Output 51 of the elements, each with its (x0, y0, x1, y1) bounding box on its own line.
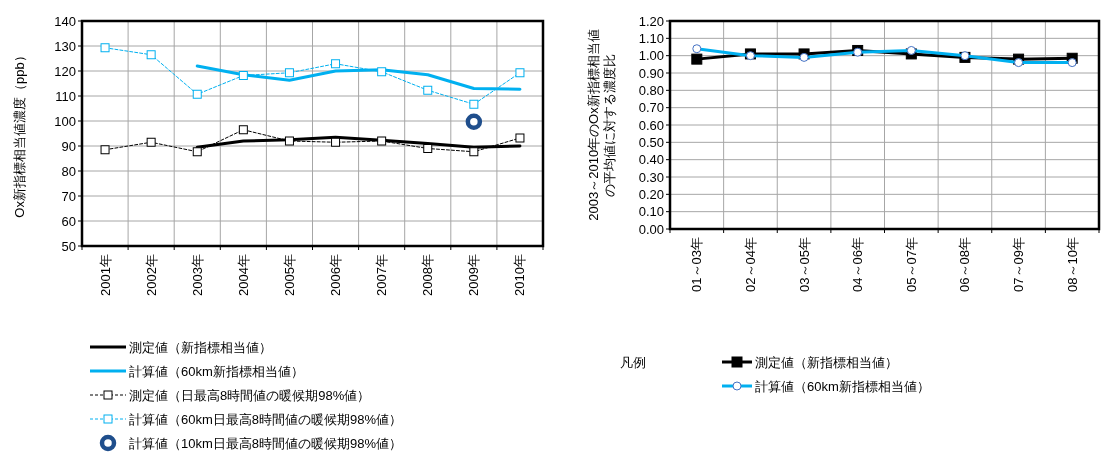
y-tick-label: 80 (61, 163, 76, 179)
legend-label: 計算値（10km日最高8時間値の暖候期98%値） (129, 436, 403, 451)
x-tick-label: 2006年 (328, 254, 344, 296)
y-axis-title: Ox新指標相当値濃度（ppb） (12, 49, 27, 218)
legend-label: 計算値（60km日最高8時間値の暖候期98%値） (129, 412, 403, 427)
legend-label: 計算値（60km新指標相当値） (129, 364, 304, 379)
y-tick-label: 0.90 (638, 65, 664, 81)
y-tick-label: 1.10 (638, 30, 664, 46)
y-tick-label: 1.00 (638, 48, 664, 64)
x-tick-label: 2009年 (466, 254, 482, 296)
x-tick-label: 2005年 (281, 254, 297, 296)
y-tick-label: 0.20 (638, 186, 664, 202)
x-tick-label: 07～09年 (1011, 237, 1027, 292)
x-tick-label: 02～04年 (742, 237, 758, 292)
y-tick-label: 0.40 (638, 152, 664, 168)
legend-title: 凡例 (620, 355, 646, 370)
x-tick-label: 2008年 (420, 254, 436, 296)
y-tick-label: 120 (54, 63, 76, 79)
y-tick-label: 0.60 (638, 117, 664, 133)
y-tick-label: 0.50 (638, 134, 664, 150)
x-tick-label: 2003年 (189, 254, 205, 296)
y-tick-label: 0.70 (638, 100, 664, 116)
x-tick-label: 01～03年 (689, 237, 705, 292)
y-tick-label: 60 (61, 213, 76, 229)
y-tick-label: 0.10 (638, 204, 664, 220)
x-tick-label: 2002年 (143, 254, 159, 296)
y-tick-label: 0.80 (638, 82, 664, 98)
y-tick-label: 130 (54, 38, 76, 54)
legend-label: 測定値（新指標相当値） (129, 340, 272, 355)
y-tick-label: 90 (61, 138, 76, 154)
y-axis-title: 2003～2010年のOx新指標相当値の平均値に対する濃度比 (586, 29, 617, 221)
x-tick-label: 04～06年 (850, 237, 866, 292)
y-tick-label: 1.20 (638, 13, 664, 29)
x-tick-label: 05～07年 (903, 237, 919, 292)
y-tick-label: 50 (61, 238, 76, 254)
y-tick-label: 0.00 (638, 221, 664, 237)
x-tick-label: 2010年 (512, 254, 528, 296)
legend-label: 測定値（日最高8時間値の暖候期98%値） (129, 388, 371, 403)
legend-label: 計算値（60km新指標相当値） (755, 379, 930, 394)
x-tick-label: 06～08年 (957, 237, 973, 292)
x-tick-label: 2001年 (97, 254, 113, 296)
y-tick-label: 110 (55, 88, 76, 104)
legend-label: 測定値（新指標相当値） (755, 355, 898, 370)
x-tick-label: 2007年 (374, 254, 390, 296)
y-tick-label: 0.30 (638, 169, 664, 185)
y-tick-label: 140 (54, 13, 76, 29)
x-tick-label: 08～10年 (1064, 237, 1080, 292)
x-tick-label: 2004年 (235, 254, 251, 296)
x-tick-label: 03～05年 (796, 237, 812, 292)
y-tick-label: 100 (54, 113, 76, 129)
y-tick-label: 70 (61, 188, 76, 204)
